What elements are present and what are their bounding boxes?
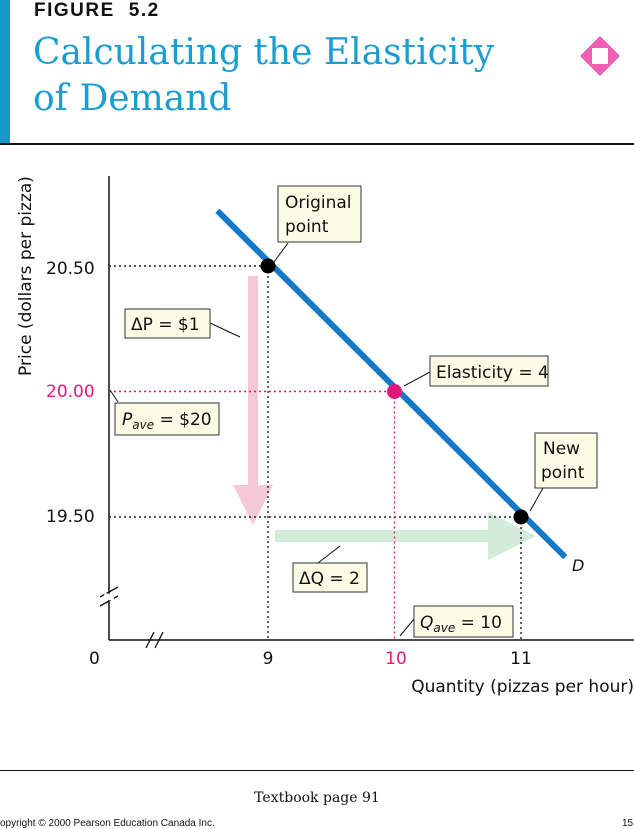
delta-p-leader [209,322,241,338]
figure-label: FIGURE 5.2 [34,0,160,21]
original-point-leader [273,242,289,263]
page-title: Calculating the Elasticity of Demand [33,30,553,122]
p-ave-leader [109,389,119,403]
original-point-callout-line-2: point [285,217,329,237]
demand-curve-label: D [572,556,584,575]
demand-curve [215,208,568,560]
title-line-2: of Demand [33,78,232,119]
new-point-callout [534,432,598,489]
new-point-leader [529,487,544,512]
elasticity-callout [429,355,549,387]
footer-rule [0,770,634,771]
title-line-1: Calculating the Elasticity [33,32,495,73]
p-ave-subscript: ave [132,418,154,432]
p-ave-symbol: P [122,410,133,430]
midpoint-marker [387,384,402,399]
figure-number: 5.2 [128,0,160,21]
delta-q-label: ΔQ = 2 [299,569,360,589]
y-tick-label-19.50: 19.50 [46,507,95,527]
new-point-callout-line-2: point [541,463,585,483]
x-axis-break [145,631,164,649]
demand-elasticity-chart: 20.50 20.00 19.50 0 9 10 11 Quantity (pi… [16,176,634,697]
delta-q-callout [292,562,368,593]
elasticity-leader [403,371,431,387]
y-tick-label-20.50: 20.50 [46,259,95,279]
title-rule [0,143,634,145]
p-ave-label: Pave = $20 [122,410,212,432]
copyright: opyright © 2000 Pearson Education Canada… [0,818,215,829]
delta-p-callout [124,308,211,339]
x-tick-label-9: 9 [263,649,274,669]
q-ave-leader [399,618,415,637]
q-ave-value: = 10 [455,613,502,633]
x-tick-label-11: 11 [510,649,532,669]
accent-bar [0,0,10,143]
x-axis-label: Quantity (pizzas per hour) [411,677,634,697]
textbook-reference: Textbook page 91 [254,790,380,806]
new-point-callout-line-1: New [543,439,580,459]
q-ave-label: Qave = 10 [420,613,502,635]
original-point-marker [260,258,276,274]
q-ave-callout [413,605,514,638]
delta-q-leader [317,545,341,564]
p-ave-value: = $20 [154,410,212,430]
new-point-marker [513,509,529,525]
original-point-callout [277,185,362,243]
delta-p-label: ΔP = $1 [131,315,200,335]
diamond-icon [580,36,620,76]
y-tick-label-20.00: 20.00 [46,382,95,402]
y-axis-label: Price (dollars per pizza) [16,176,36,376]
origin-label: 0 [89,649,100,669]
elasticity-label: Elasticity = 4 [436,363,549,383]
y-axis-break [99,586,119,607]
q-ave-subscript: ave [433,621,455,635]
q-ave-symbol: Q [420,613,433,633]
original-point-callout-line-1: Original [285,193,352,213]
page-number: 15 [622,818,634,829]
x-tick-label-10: 10 [385,649,407,669]
p-ave-callout [114,402,220,436]
